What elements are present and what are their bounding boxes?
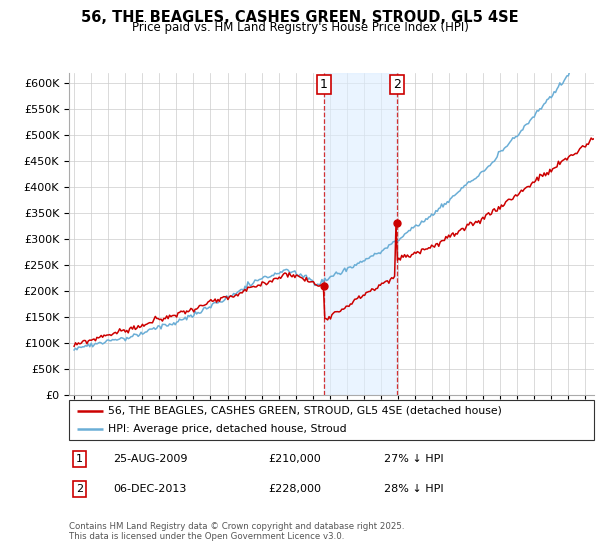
Text: 1: 1 — [76, 454, 83, 464]
Text: Price paid vs. HM Land Registry's House Price Index (HPI): Price paid vs. HM Land Registry's House … — [131, 21, 469, 34]
FancyBboxPatch shape — [69, 400, 594, 440]
Bar — [324, 73, 397, 395]
Text: 25-AUG-2009: 25-AUG-2009 — [113, 454, 188, 464]
Text: HPI: Average price, detached house, Stroud: HPI: Average price, detached house, Stro… — [109, 424, 347, 434]
Text: 56, THE BEAGLES, CASHES GREEN, STROUD, GL5 4SE: 56, THE BEAGLES, CASHES GREEN, STROUD, G… — [81, 10, 519, 25]
Text: 1: 1 — [320, 78, 328, 91]
Text: 2: 2 — [392, 78, 401, 91]
Text: 27% ↓ HPI: 27% ↓ HPI — [384, 454, 443, 464]
Text: £210,000: £210,000 — [269, 454, 321, 464]
Text: 56, THE BEAGLES, CASHES GREEN, STROUD, GL5 4SE (detached house): 56, THE BEAGLES, CASHES GREEN, STROUD, G… — [109, 406, 502, 416]
Text: 28% ↓ HPI: 28% ↓ HPI — [384, 484, 443, 494]
Text: 06-DEC-2013: 06-DEC-2013 — [113, 484, 187, 494]
Text: £228,000: £228,000 — [269, 484, 322, 494]
Text: Contains HM Land Registry data © Crown copyright and database right 2025.
This d: Contains HM Land Registry data © Crown c… — [69, 522, 404, 542]
Text: 2: 2 — [76, 484, 83, 494]
